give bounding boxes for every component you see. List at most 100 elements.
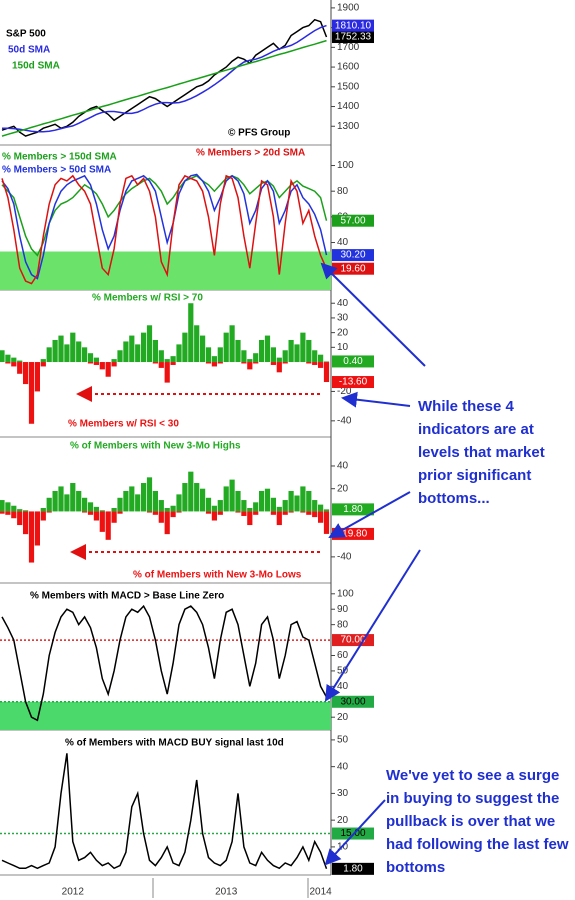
bar [182,332,188,363]
bar [40,508,46,512]
bar [205,347,212,363]
bar [241,500,247,512]
end-label-box [332,376,374,389]
bar [146,511,153,513]
bar [247,511,253,526]
bar [52,490,58,512]
bar [211,511,217,521]
bar [241,350,247,363]
reference-label-box [332,695,374,708]
bar [282,362,288,364]
bar [306,490,312,512]
bar [46,511,52,513]
bar [99,362,105,370]
bar [40,362,46,367]
bar [170,356,176,363]
end-label-box [332,19,374,32]
blue-arrow [341,391,411,408]
bar [99,511,105,532]
bar [164,362,170,383]
bar [76,341,82,363]
bar [5,511,11,515]
bar [146,325,153,363]
bar [0,500,5,512]
bar [312,362,318,365]
legend-label: % of Members with New 3-Mo Lows [133,570,302,581]
bar [276,362,282,373]
bar [46,347,52,363]
bar [241,362,247,364]
bar [58,335,64,363]
bar [282,350,288,363]
end-label-box [332,503,374,516]
bar [117,350,123,363]
end-label: 1752.33 [335,32,372,43]
bar [152,490,158,512]
bar [141,483,147,512]
bar [323,361,330,363]
legend-label: S&P 500 [6,29,46,40]
legend-label: 50d SMA [8,45,50,56]
bar [323,511,330,534]
y-tick-label: 40 [337,298,349,309]
bar [270,511,276,515]
y-tick-label: 30 [337,313,349,324]
legend-label: % Members > 50d SMA [2,165,111,176]
bar [217,511,223,515]
legend-label: % Members > 20d SMA [196,148,305,159]
bar [205,497,212,512]
bar [176,344,182,363]
annotation: While these 4 indicators are at levels t… [418,398,545,507]
bar [194,325,200,363]
bar [323,509,330,512]
y-tick-label: 100 [337,588,354,599]
y-tick-label: -40 [337,552,352,563]
bar [34,362,40,392]
bar [188,303,194,363]
bar [111,359,117,363]
y-tick-label: 1600 [337,62,360,73]
blue-arrow [324,549,421,702]
bar [170,505,176,512]
bar [158,511,164,523]
bar [58,486,64,512]
bar [87,362,94,364]
bar [5,354,11,363]
end-label: 0.40 [343,356,363,367]
bar [117,511,123,514]
bar [306,362,312,364]
bar [76,490,82,512]
bar [87,502,94,512]
y-tick-label: 30 [337,788,349,799]
bar [270,362,276,365]
bar [200,488,206,512]
bar [288,490,294,512]
y-tick-label: 10 [337,342,349,353]
bar [182,483,188,512]
x-tick-label: 2012 [62,887,85,898]
bar [28,511,35,563]
y-tick-label: 80 [337,619,349,630]
bar [87,511,94,515]
bar [170,511,176,518]
bar [152,362,158,364]
bar [46,497,52,512]
x-tick-label: 2014 [309,887,332,898]
end-label: 1.80 [343,863,363,874]
bar [105,511,111,540]
series-line [1,753,328,870]
bar [17,511,23,526]
bar [223,332,229,363]
bar [176,511,182,513]
end-label-box [332,355,374,368]
watermark: © PFS Group [228,128,290,139]
annotation: We've yet to see a surge in buying to su… [386,767,569,876]
y-tick-label: 20 [337,327,349,338]
bar [17,360,23,363]
bar [288,511,294,513]
y-tick-label: 100 [337,160,354,171]
bar [11,511,17,519]
bar [70,483,76,512]
y-tick-label: 60 [337,650,349,661]
